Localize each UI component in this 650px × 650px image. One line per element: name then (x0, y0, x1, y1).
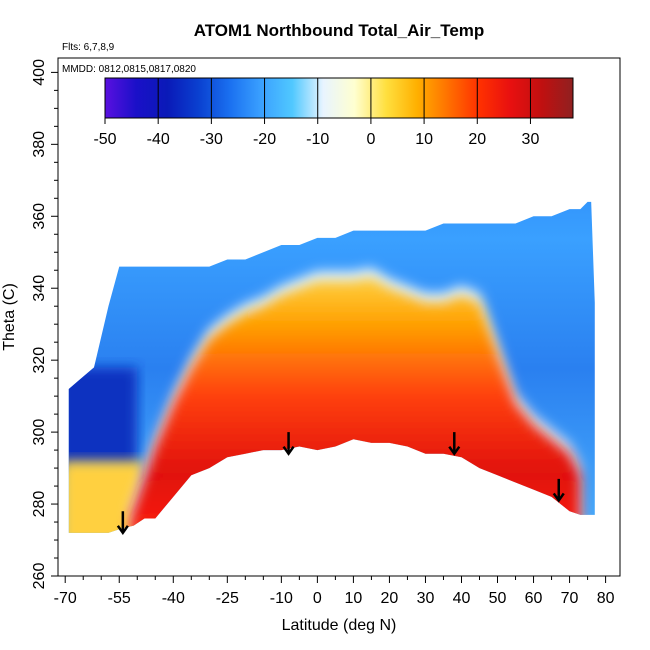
x-tick-label: 70 (561, 590, 579, 607)
flights-annotation: Flts: 6,7,8,9 (62, 42, 115, 53)
y-tick-label: 340 (31, 275, 48, 302)
southern-cold-pool (68, 367, 138, 469)
colorbar-tick-label: -30 (200, 131, 223, 148)
x-tick-label: 80 (597, 590, 615, 607)
x-tick-label: -40 (162, 590, 185, 607)
chart-title: ATOM1 Northbound Total_Air_Temp (194, 21, 485, 40)
y-axis: 260 280 300 320 340 360 380 400 (31, 59, 58, 589)
y-tick-label: 280 (31, 491, 48, 518)
colorbar-tick-label: 30 (522, 131, 540, 148)
x-tick-label: -70 (54, 590, 77, 607)
dates-annotation: MMDD: 0812,0815,0817,0820 (62, 64, 196, 75)
x-tick-label: -55 (108, 590, 131, 607)
y-tick-label: 380 (31, 131, 48, 158)
colorbar: -50 -40 -30 -20 -10 0 10 20 30 (93, 77, 574, 148)
x-tick-label: 40 (453, 590, 471, 607)
colorbar-tick-label: -20 (253, 131, 276, 148)
x-tick-label: 20 (381, 590, 399, 607)
x-tick-label: 10 (345, 590, 363, 607)
y-tick-label: 320 (31, 347, 48, 374)
descent-arrow-head (282, 445, 295, 456)
plot-frame (57, 57, 621, 577)
descent-arrow-head (448, 445, 461, 456)
y-tick-label: 360 (31, 203, 48, 230)
y-tick-label: 260 (31, 563, 48, 590)
y-tick-label: 400 (31, 59, 48, 86)
descent-arrow-head (116, 525, 129, 535)
descent-arrow-head (552, 492, 565, 503)
colorbar-tick-label: -50 (93, 131, 116, 148)
colorbar-tick-label: -40 (147, 131, 170, 148)
colorbar-tick-label: 0 (366, 131, 375, 148)
colorbar-tick-label: 20 (468, 131, 486, 148)
y-axis-label: Theta (C) (1, 283, 18, 351)
x-tick-label: -25 (216, 590, 239, 607)
x-tick-label: 30 (417, 590, 435, 607)
y-tick-label: 300 (31, 419, 48, 446)
x-tick-label: 50 (489, 590, 507, 607)
x-tick-label: -10 (270, 590, 293, 607)
colorbar-bar (104, 77, 574, 119)
x-axis: -70 -55 -40 -25 -10 0 10 20 30 40 50 60 70 80 (54, 576, 615, 607)
x-tick-label: 0 (313, 590, 322, 607)
colorbar-tick-label: -10 (306, 131, 329, 148)
x-axis-label: Latitude (deg N) (282, 617, 397, 634)
colorbar-tick-label: 10 (415, 131, 433, 148)
x-tick-label: 60 (525, 590, 543, 607)
